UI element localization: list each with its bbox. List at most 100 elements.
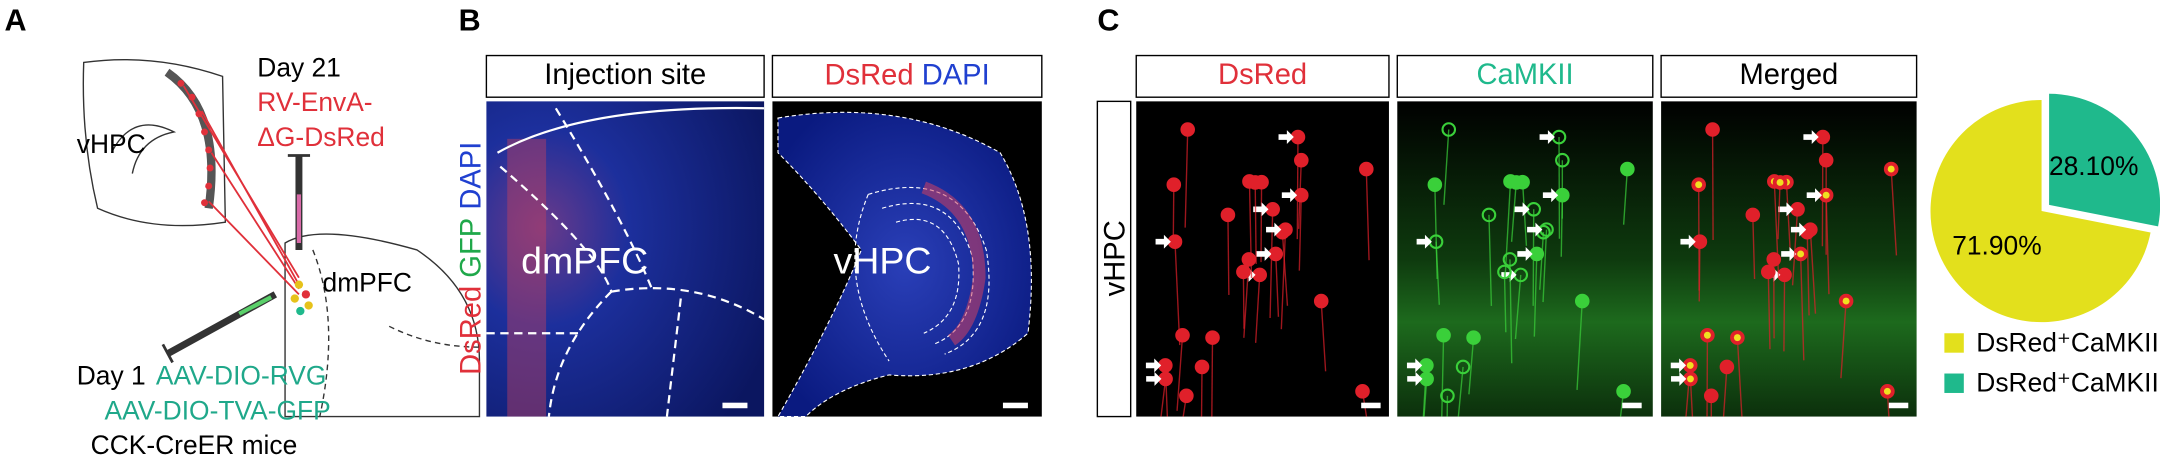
header: CaMKII [1476,59,1573,91]
arrow [1806,188,1822,203]
arrow [1790,222,1807,237]
cell [1703,388,1719,404]
micrograph [486,101,765,417]
region-outlines [486,106,765,417]
side-label: vHPC [1099,220,1131,296]
cell-overlap [1686,361,1694,369]
arrow [1539,130,1555,144]
neurite [1254,274,1261,343]
labelled-cells [921,181,986,346]
cell [1166,177,1182,192]
cell [1313,293,1329,309]
neurite [1280,229,1287,330]
stain: DsRed [455,286,487,375]
injection-cells [290,280,313,316]
pie-chart: 71.90% DsRed⁺CaMKII⁺ 28.10% DsRed⁺CaMKII⁻ [1930,93,2160,398]
neurite [1825,195,1830,295]
panel-label: A [5,3,27,37]
cell-overlap [1733,334,1741,342]
neurite [1227,214,1230,295]
region-label: dmPFC [521,240,648,282]
cell [1818,152,1834,168]
neurite [1542,229,1548,303]
neurite [1468,337,1475,395]
mouse-line: CCK-CreER mice [91,430,298,460]
neurite [1281,232,1289,306]
neurite [1532,209,1535,306]
cell [1466,330,1481,345]
header: Merged [1739,59,1838,91]
neurite [1211,337,1214,417]
arrow [1155,234,1171,249]
cell [1502,252,1518,267]
neurite [1777,182,1781,240]
virus-name: AAV-DIO-RVG [156,361,326,391]
neurite [1184,129,1189,228]
cell-overlap [1695,181,1703,189]
neurite [1510,182,1517,242]
header-box [1135,54,1390,98]
neurite [1622,169,1629,225]
micrograph [1661,101,1917,417]
pie-slice [2049,93,2160,227]
cell [1719,359,1735,375]
legend-label: DsRed⁺CaMKII⁻ [1976,368,2160,398]
neurite [1298,195,1302,271]
neurite [1174,241,1181,346]
cell [1236,264,1251,280]
neurite [1783,274,1786,352]
arrow [1781,247,1797,261]
cell [1745,207,1761,223]
arrow [1542,188,1559,203]
arrow [1266,222,1282,237]
cells [1145,122,1899,417]
cell [1766,252,1782,267]
cell [1205,330,1220,345]
neurite [1767,271,1771,350]
cell [1294,152,1309,168]
panel-label: C [1097,3,1119,37]
neurite [1736,337,1743,417]
injection-area [507,138,547,417]
neurite [1504,181,1512,280]
header-box [771,54,1043,98]
cell-overlap [1883,387,1891,395]
neurite [1242,271,1245,329]
slice-label: 28.10% [2049,151,2138,181]
side-label: DsRed GFP DAPI [455,142,487,375]
neurite [1890,169,1898,256]
header: Injection site [544,59,706,91]
side-box [1096,100,1132,418]
cell [1508,175,1524,190]
neurite [1799,253,1805,361]
arrow [1671,371,1687,386]
pie-slice [1930,99,2151,323]
neurite [1320,301,1327,372]
cell-overlap [1822,191,1830,199]
arrow [1407,371,1423,386]
arrow [1416,234,1432,249]
cell [1616,384,1631,399]
neurite [1698,241,1701,302]
neurite [1435,241,1440,305]
micrograph [1397,101,1653,417]
neurite [1773,181,1780,278]
arrow [1803,130,1819,144]
arrow [1406,358,1423,373]
neurite [1275,253,1280,317]
region-label: vHPC [77,129,146,159]
stain: DAPI [455,142,487,210]
region-label: dmPFC [323,268,412,298]
cell-overlap [1887,165,1895,173]
neurite [1457,366,1464,417]
arrow [1517,247,1533,261]
cell [1175,327,1190,343]
neurite [1560,195,1564,257]
slice-label: 71.90% [1952,231,2041,261]
virus-name: AAV-DIO-TVA-GFP [105,395,331,425]
cell [1574,293,1590,309]
neurite [1539,232,1545,290]
stain: DsRed [825,59,914,91]
cell [1427,177,1443,192]
neurite [1752,214,1756,280]
